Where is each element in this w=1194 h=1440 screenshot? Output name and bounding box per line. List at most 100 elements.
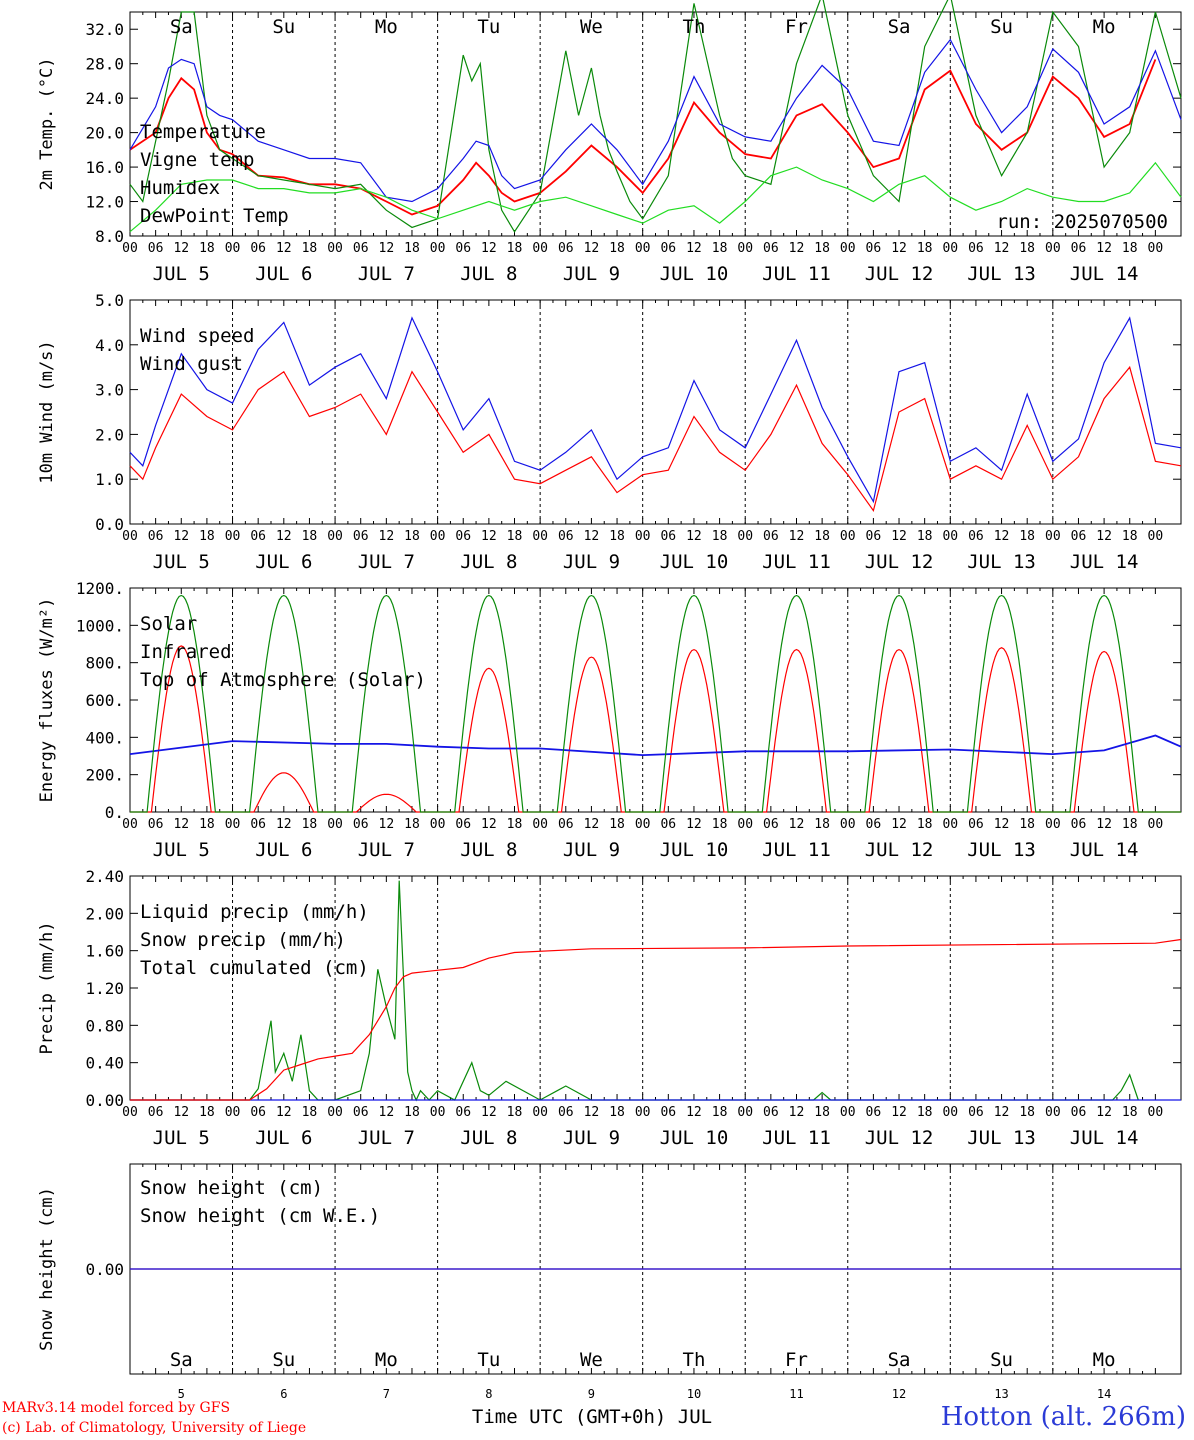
- hour-tick-label: 12: [789, 241, 805, 256]
- day-label: JUL 9: [563, 1127, 620, 1149]
- hour-tick-label: 06: [763, 529, 779, 544]
- y-axis-title: Snow height (cm): [37, 1187, 57, 1351]
- hour-tick-label: 00: [635, 1105, 651, 1120]
- hour-tick-label: 00: [327, 817, 343, 832]
- hour-tick-label: 18: [404, 1105, 420, 1120]
- day-label: JUL 10: [660, 839, 729, 861]
- y-tick-label: 1.60: [85, 942, 124, 961]
- hour-tick-label: 12: [584, 529, 600, 544]
- credit-line-2: (c) Lab. of Climatology, University of L…: [2, 1420, 307, 1436]
- day-label: JUL 14: [1070, 839, 1139, 861]
- panel-2: [129, 299, 1182, 525]
- legend-entry: Top of Atmosphere (Solar): [140, 669, 426, 691]
- legend-entry: Snow height (cm W.E.): [140, 1205, 380, 1227]
- hour-tick-label: 00: [942, 1105, 958, 1120]
- hour-tick-label: 00: [942, 529, 958, 544]
- weekday-label: Fr: [785, 1349, 808, 1371]
- hour-tick-label: 12: [379, 241, 395, 256]
- hour-tick-label: 00: [122, 1105, 138, 1120]
- hour-tick-label: 18: [814, 1105, 830, 1120]
- hour-tick-label: 18: [609, 817, 625, 832]
- hour-tick-label: 06: [558, 529, 574, 544]
- hour-tick-label: 06: [968, 817, 984, 832]
- day-label: JUL 11: [762, 551, 831, 573]
- y-tick-label: 1.0: [95, 470, 124, 489]
- hour-tick-label: 06: [353, 529, 369, 544]
- hour-tick-label: 06: [866, 817, 882, 832]
- day-label: JUL 10: [660, 551, 729, 573]
- weekday-label: We: [580, 1349, 603, 1371]
- series-liquid-precip-mm-h-: [130, 880, 1139, 1102]
- day-label: JUL 6: [255, 263, 312, 285]
- series-wind-speed: [129, 365, 1182, 512]
- weekday-label: Mo: [375, 1349, 398, 1371]
- hour-tick-label: 18: [609, 1105, 625, 1120]
- y-axis-title: Energy fluxes (W/m²): [37, 598, 57, 803]
- hour-tick-label: 00: [327, 241, 343, 256]
- hour-tick-label: 00: [635, 529, 651, 544]
- hour-tick-label: 18: [199, 529, 215, 544]
- y-tick-label: 4.0: [95, 336, 124, 355]
- hour-tick-label: 18: [199, 241, 215, 256]
- hour-tick-label: 00: [942, 817, 958, 832]
- y-tick-label: 3.0: [95, 381, 124, 400]
- weekday-label: Su: [272, 1349, 295, 1371]
- date-label: 12: [892, 1387, 906, 1401]
- hour-tick-label: 00: [122, 241, 138, 256]
- series-total-cumulated-cm-: [130, 938, 1182, 1101]
- hour-tick-label: 18: [404, 241, 420, 256]
- hour-tick-label: 18: [507, 529, 523, 544]
- hour-tick-label: 18: [199, 817, 215, 832]
- day-label: JUL 11: [762, 839, 831, 861]
- hour-tick-label: 00: [737, 817, 753, 832]
- hour-tick-label: 00: [430, 1105, 446, 1120]
- day-label: JUL 12: [865, 1127, 934, 1149]
- series-dewpoint-temp: [129, 161, 1182, 233]
- hour-tick-label: 06: [1071, 817, 1087, 832]
- hour-tick-label: 06: [455, 241, 471, 256]
- legend-entry: Humidex: [140, 177, 220, 199]
- hour-tick-label: 12: [481, 529, 497, 544]
- hour-tick-label: 00: [532, 241, 548, 256]
- hour-tick-label: 12: [584, 1105, 600, 1120]
- day-label: JUL 12: [865, 263, 934, 285]
- day-label: JUL 13: [967, 263, 1036, 285]
- y-axis-title: 10m Wind (m/s): [37, 340, 57, 483]
- hour-tick-label: 18: [917, 1105, 933, 1120]
- weekday-label: Mo: [375, 16, 398, 38]
- hour-tick-label: 12: [1096, 1105, 1112, 1120]
- hour-tick-label: 12: [994, 241, 1010, 256]
- date-label: 14: [1097, 1387, 1111, 1401]
- hour-tick-label: 06: [455, 817, 471, 832]
- hour-tick-label: 06: [763, 241, 779, 256]
- legend-entry: Total cumulated (cm): [140, 957, 369, 979]
- hour-tick-label: 18: [712, 241, 728, 256]
- day-label: JUL 8: [460, 263, 517, 285]
- hour-tick-label: 06: [1071, 529, 1087, 544]
- hour-tick-label: 06: [148, 1105, 164, 1120]
- hour-tick-label: 18: [712, 529, 728, 544]
- legend-entry: Temperature: [140, 121, 266, 143]
- hour-tick-label: 00: [737, 241, 753, 256]
- weekday-label: Th: [683, 1349, 706, 1371]
- day-label: JUL 5: [153, 839, 210, 861]
- hour-tick-label: 18: [1122, 1105, 1138, 1120]
- hour-tick-label: 18: [917, 529, 933, 544]
- hour-tick-label: 18: [609, 529, 625, 544]
- weekday-label: Sa: [888, 1349, 911, 1371]
- day-label: JUL 7: [358, 839, 415, 861]
- hour-tick-label: 00: [430, 241, 446, 256]
- hour-tick-label: 18: [507, 817, 523, 832]
- panel-4: [129, 875, 1182, 1102]
- series-vigne-temp: [129, 0, 1182, 233]
- y-tick-label: 0.40: [85, 1054, 124, 1073]
- hour-tick-label: 00: [122, 817, 138, 832]
- hour-tick-label: 06: [866, 529, 882, 544]
- hour-tick-label: 06: [148, 529, 164, 544]
- date-label: 6: [280, 1387, 287, 1401]
- hour-tick-label: 06: [866, 241, 882, 256]
- weekday-label: Fr: [785, 16, 808, 38]
- hour-tick-label: 18: [712, 817, 728, 832]
- legend-entry: Snow precip (mm/h): [140, 929, 346, 951]
